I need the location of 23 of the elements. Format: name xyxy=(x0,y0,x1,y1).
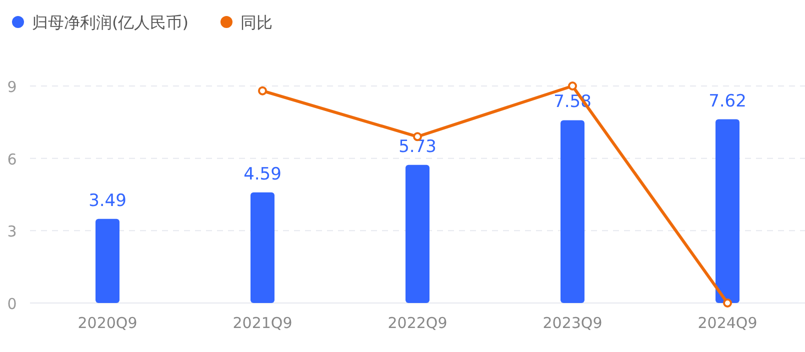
data-label: 5.73 xyxy=(398,136,436,157)
point xyxy=(723,298,732,308)
y-tick-label: 9 xyxy=(7,78,17,96)
bar xyxy=(560,120,584,303)
y-tick-label: 6 xyxy=(7,150,17,168)
y-tick-label: 0 xyxy=(7,295,17,313)
legend-label: 归母净利润(亿人民币) xyxy=(32,13,188,32)
data-label: 3.49 xyxy=(88,190,126,211)
x-tick-label: 2023Q9 xyxy=(542,314,602,332)
legend-label: 同比 xyxy=(240,13,272,32)
bar xyxy=(250,192,274,303)
data-label: 7.62 xyxy=(708,91,746,112)
x-tick-label: 2022Q9 xyxy=(388,314,448,332)
x-tick-label: 2024Q9 xyxy=(698,314,758,332)
y-tick-label: 3 xyxy=(7,222,17,241)
data-label: 4.59 xyxy=(244,164,282,184)
bar xyxy=(716,119,740,303)
point xyxy=(568,82,577,90)
bar xyxy=(406,164,430,303)
x-tick-label: 2021Q9 xyxy=(232,314,292,332)
point xyxy=(258,86,267,96)
bar xyxy=(96,218,120,303)
x-tick-label: 2020Q9 xyxy=(78,314,138,332)
